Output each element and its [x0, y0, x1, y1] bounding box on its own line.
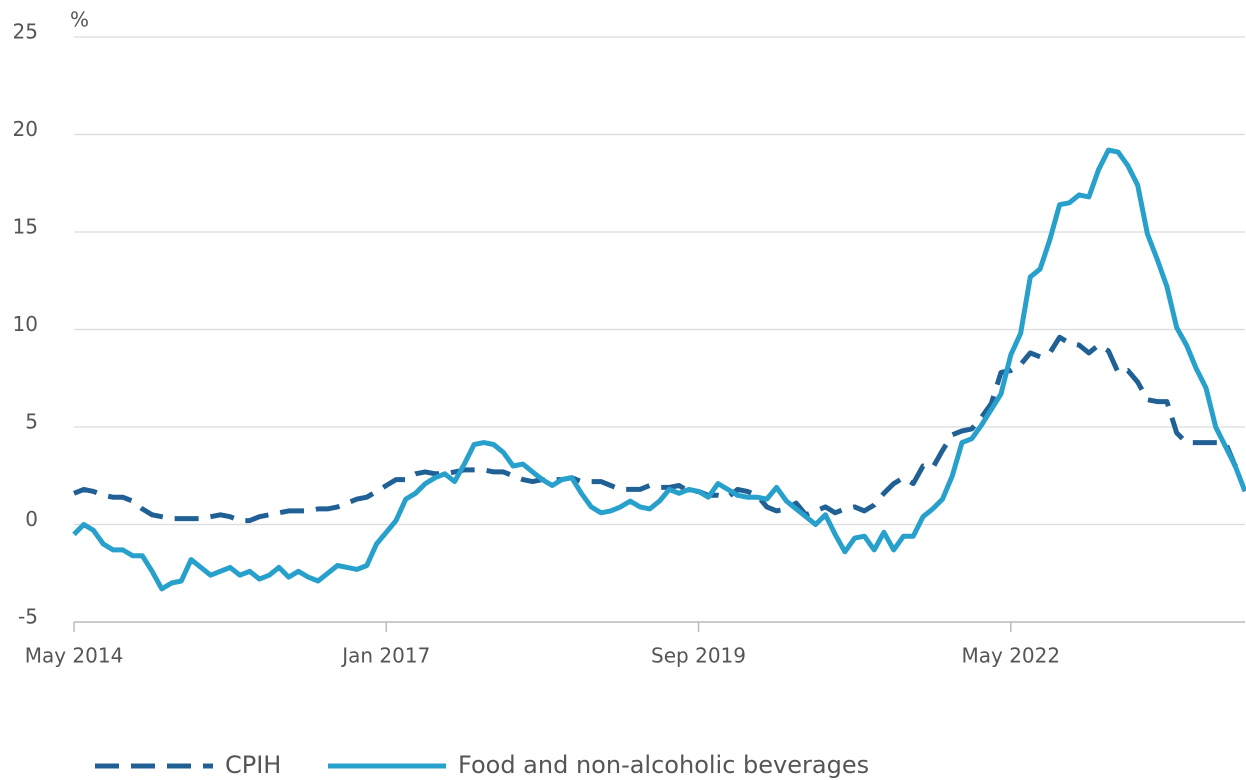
legend-label: CPIH	[225, 751, 281, 779]
y-tick-label: 20	[13, 117, 38, 141]
x-tick-label: Jan 2017	[340, 644, 430, 668]
series-line	[73, 334, 1246, 524]
legend-label: Food and non-alcoholic beverages	[458, 751, 869, 779]
y-axis-unit: %	[70, 8, 89, 32]
y-tick-label: 0	[25, 507, 38, 531]
y-tick-label: 10	[13, 312, 38, 336]
x-tick-label: May 2014	[25, 644, 124, 668]
y-tick-label: -5	[18, 605, 38, 629]
x-tick-label: May 2022	[961, 644, 1060, 668]
y-tick-label: 25	[13, 20, 38, 44]
x-tick-label: Sep 2019	[651, 644, 746, 668]
y-tick-label: 15	[13, 215, 38, 239]
y-tick-label: 5	[25, 410, 38, 434]
series-line	[72, 147, 1246, 592]
